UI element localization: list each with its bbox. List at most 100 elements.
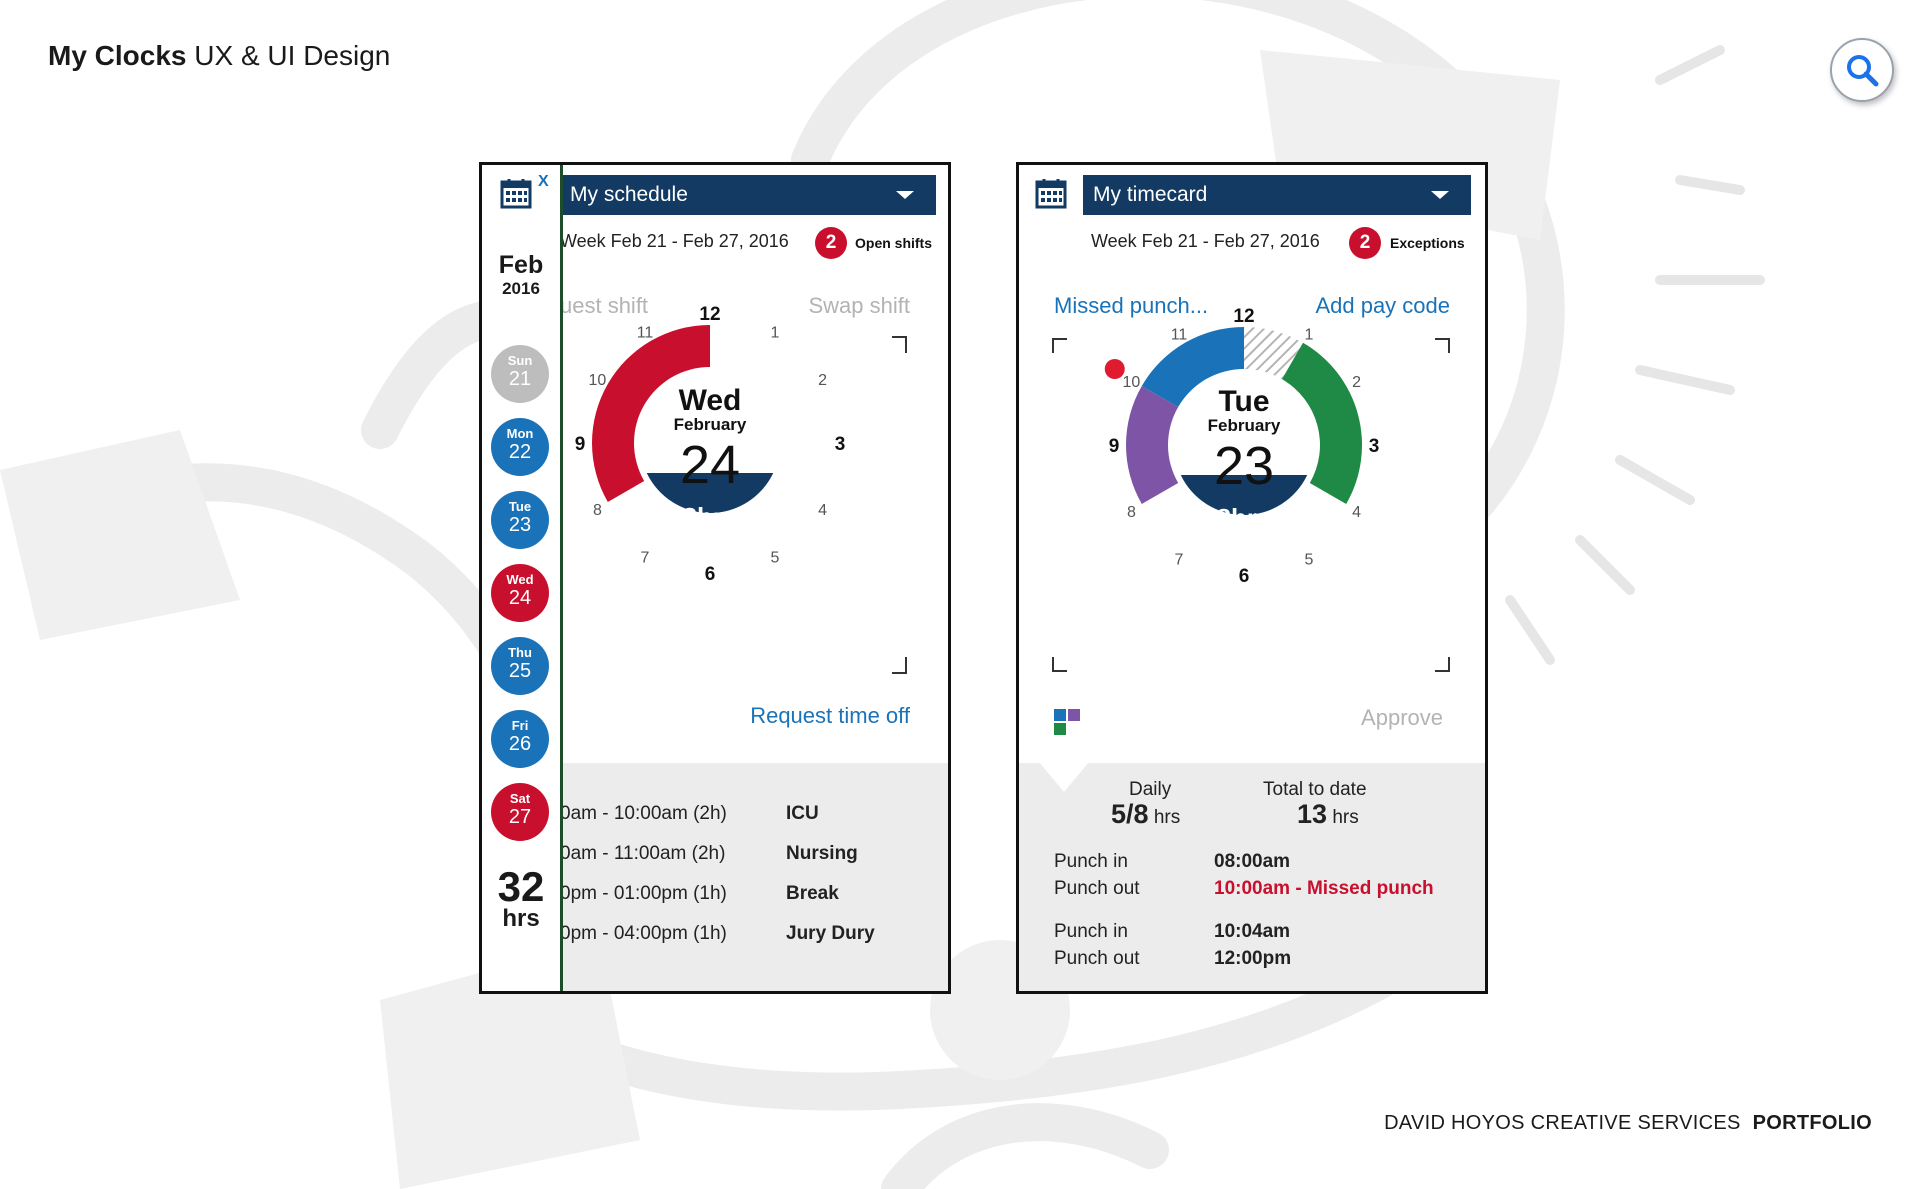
clock-date: 23	[1214, 436, 1274, 496]
schedule-dropdown-label: My schedule	[570, 183, 688, 206]
schedule-dropdown[interactable]: My schedule	[560, 175, 936, 215]
clock-number: 2	[1352, 374, 1361, 391]
footer-studio: DAVID HOYOS CREATIVE SERVICES	[1384, 1112, 1741, 1134]
sidebar-day-fri[interactable]: Fri 26	[491, 710, 549, 768]
close-sidebar-button[interactable]: X	[538, 173, 549, 190]
sidebar-day-thu[interactable]: Thu 25	[491, 637, 549, 695]
clock-date: 24	[680, 435, 740, 495]
day-name: Sun	[507, 353, 533, 368]
exceptions-badge[interactable]: 2	[1349, 227, 1381, 259]
worked-time-segment[interactable]	[1126, 386, 1179, 504]
shift-time[interactable]: 0pm - 01:00pm (1h)	[560, 883, 727, 904]
date-sidebar: X Feb 2016 Sun 21 Mon 22 Tue 23 Wed 24 Thu 25 Fri 2…	[482, 165, 563, 991]
clock-number: 3	[1369, 436, 1380, 457]
clock-number: 11	[637, 324, 654, 341]
clock-number: 6	[1239, 566, 1250, 587]
weekly-total-hours: 32	[497, 863, 545, 910]
shift-time[interactable]: 0am - 10:00am (2h)	[560, 803, 727, 824]
clock-number: 8	[1127, 504, 1136, 521]
clock-hours: 8hrs	[683, 502, 738, 532]
clock-hours: 8hrs	[1217, 503, 1272, 533]
clock-number: 1	[771, 324, 780, 341]
timecard-dropdown-label: My timecard	[1093, 183, 1208, 206]
clock-number: 6	[705, 564, 716, 585]
clock-number: 5	[771, 550, 780, 567]
daily-label: Daily	[1129, 779, 1172, 800]
clock-number: 7	[641, 550, 650, 567]
daily-hours: 5/8 hrs	[1111, 799, 1180, 830]
hours-panel	[646, 473, 774, 513]
punch-value[interactable]: 10:04am	[1214, 921, 1291, 942]
chevron-down-icon	[896, 191, 914, 199]
clock-number: 10	[589, 372, 607, 389]
punch-value[interactable]: 12:00pm	[1214, 948, 1292, 969]
missed-punch-value[interactable]: 10:00am - Missed punch	[1214, 878, 1434, 899]
day-number: 21	[508, 368, 532, 390]
day-number: 22	[508, 441, 532, 463]
calendar-icon[interactable]	[500, 177, 532, 209]
clock-number: 4	[1352, 504, 1361, 521]
timecard-week-label: Week Feb 21 - Feb 27, 2016	[1091, 231, 1320, 251]
search-button[interactable]	[1830, 38, 1894, 102]
page-title-bold: My Clocks	[48, 40, 187, 71]
missed-punch-button[interactable]: Missed punch...	[1054, 293, 1209, 318]
page-title: My Clocks UX & UI Design	[48, 40, 390, 72]
total-to-date-hours: 13 hrs	[1297, 799, 1359, 830]
schedule-week-label: Week Feb 21 - Feb 27, 2016	[560, 231, 789, 251]
approve-button[interactable]: Approve	[1361, 705, 1443, 730]
legend-green	[1054, 723, 1066, 735]
timecard-dropdown[interactable]: My timecard	[1083, 175, 1471, 215]
footer: DAVID HOYOS CREATIVE SERVICES PORTFOLIO	[1384, 1112, 1872, 1135]
sidebar-day-wed[interactable]: Wed 24	[491, 564, 549, 622]
daily-value: 5/8	[1111, 799, 1149, 829]
day-name: Fri	[511, 718, 529, 733]
scheduled-shift-arc[interactable]	[592, 325, 710, 502]
swap-shift-button[interactable]: Swap shift	[808, 293, 911, 318]
clock-number: 11	[1171, 326, 1188, 343]
shift-time[interactable]: 0am - 11:00am (2h)	[560, 843, 726, 864]
calendar-icon[interactable]	[1035, 177, 1067, 209]
punch-label: Punch out	[1054, 948, 1140, 969]
worked-time-segment[interactable]	[1141, 327, 1244, 407]
worked-time-segment[interactable]	[1282, 342, 1362, 504]
punch-label: Punch in	[1054, 921, 1128, 942]
day-number: 25	[508, 660, 532, 682]
punch-label: Punch out	[1054, 878, 1140, 899]
missed-punch-marker[interactable]	[1104, 359, 1125, 379]
open-shifts-badge[interactable]: 2	[815, 227, 847, 259]
clock-month: February	[1208, 416, 1281, 435]
day-name: Tue	[508, 499, 532, 514]
page-title-rest: UX & UI Design	[194, 40, 391, 71]
punch-label: Punch in	[1054, 851, 1128, 872]
weekly-total-unit: hrs	[502, 905, 540, 932]
shift-department[interactable]: ICU	[786, 803, 819, 824]
day-number: 24	[508, 587, 532, 609]
sidebar-day-sun[interactable]: Sun 21	[491, 345, 549, 403]
shift-department[interactable]: Jury Dury	[786, 923, 875, 944]
open-shifts-label[interactable]: Open shifts	[855, 235, 933, 251]
shift-department[interactable]: Nursing	[786, 843, 858, 864]
clock-number: 2	[818, 372, 827, 389]
exceptions-label[interactable]: Exceptions	[1390, 235, 1465, 251]
clock-number: 7	[1175, 552, 1184, 569]
request-shift-button[interactable]: uest shift	[560, 293, 649, 318]
worked-time-segment[interactable]	[1244, 327, 1303, 380]
sidebar-month: Feb	[498, 251, 544, 279]
footer-portfolio: PORTFOLIO	[1752, 1112, 1872, 1134]
clock-day: Tue	[1218, 385, 1269, 418]
clock-day: Wed	[679, 384, 742, 417]
add-pay-code-button[interactable]: Add pay code	[1315, 293, 1450, 318]
sidebar-day-sat[interactable]: Sat 27	[491, 783, 549, 841]
shift-department[interactable]: Break	[786, 883, 839, 904]
shift-time[interactable]: 0pm - 04:00pm (1h)	[560, 923, 727, 944]
search-icon	[1847, 55, 1879, 87]
sidebar-day-tue[interactable]: Tue 23	[491, 491, 549, 549]
chevron-down-icon	[1431, 191, 1449, 199]
day-name: Mon	[506, 426, 534, 441]
panel-pointer	[1039, 762, 1089, 792]
request-time-off-button[interactable]: Request time off	[750, 703, 910, 728]
sidebar-day-mon[interactable]: Mon 22	[491, 418, 549, 476]
punch-value[interactable]: 08:00am	[1214, 851, 1291, 872]
clock-number: 3	[835, 434, 846, 455]
